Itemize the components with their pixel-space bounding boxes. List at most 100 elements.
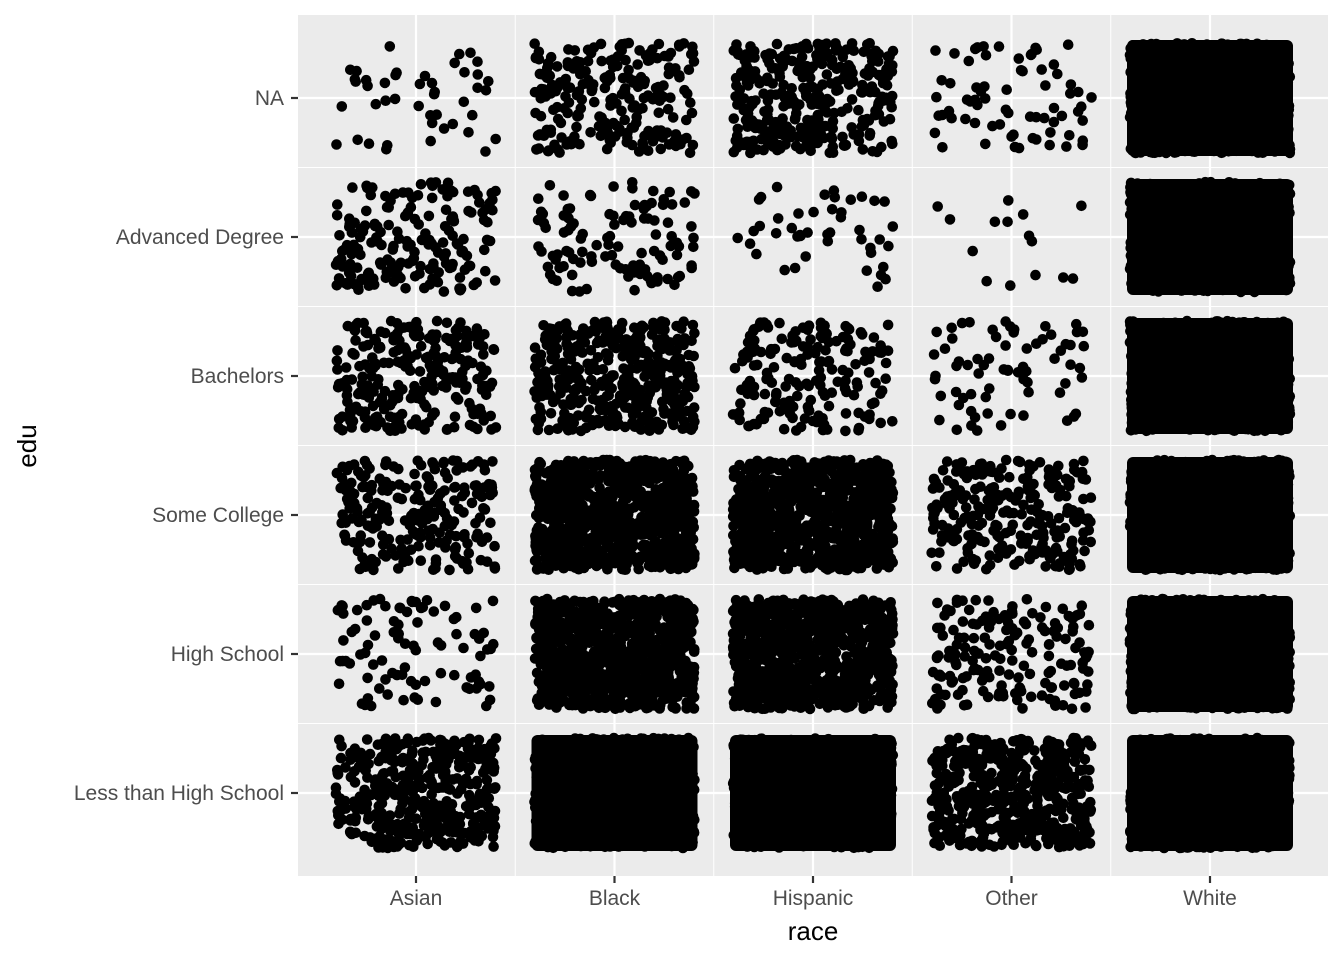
data-point [359,387,370,398]
data-point [650,229,662,240]
data-point [670,702,681,714]
data-point [633,555,645,567]
data-point [341,383,353,395]
data-point [588,814,599,826]
data-point [472,69,484,80]
data-point [374,683,385,694]
data-point [588,42,600,53]
data-point [387,667,398,679]
data-point [664,479,675,491]
data-point [359,830,370,842]
data-point [637,396,649,407]
data-point [424,234,435,246]
data-point [627,541,638,552]
data-point [470,669,482,680]
data-point [577,246,588,258]
data-point [400,210,411,222]
data-point [410,813,422,824]
data-point [561,485,572,497]
data-point [467,357,478,369]
data-point [359,699,371,711]
data-point [394,479,405,490]
data-point [672,680,683,691]
data-points [330,37,1296,854]
data-point [424,800,436,811]
data-point [566,635,578,647]
data-point [360,422,371,434]
data-point [663,51,674,62]
data-point [473,734,485,746]
data-point [371,411,383,423]
data-point [475,650,486,662]
data-point [410,679,422,691]
data-point [339,530,351,541]
data-point [614,667,625,678]
data-point [534,511,545,523]
data-point [393,233,405,244]
data-point [676,736,687,748]
data-point [615,502,626,513]
data-point [336,740,347,752]
data-point [438,286,450,297]
data-point [387,244,399,255]
data-point [414,78,426,90]
data-point [336,472,348,484]
data-point [336,101,348,112]
data-point [359,220,371,231]
data-point [668,785,679,797]
data-point [611,120,623,132]
data-point [545,408,557,419]
data-point [462,186,474,197]
data-point [659,408,670,419]
data-point [362,80,373,92]
data-point [402,733,414,744]
data-point [431,315,443,327]
data-point [605,100,616,111]
data-point [458,642,469,654]
data-point [395,602,406,614]
data-point [629,625,641,637]
data-point [652,542,664,553]
data-point [486,424,497,435]
data-point [486,738,498,749]
data-point [610,643,621,655]
data-point [657,840,668,851]
data-point [540,222,551,234]
data-point [611,747,622,759]
data-point [468,408,479,420]
data-point [487,595,499,607]
data-point [562,57,574,68]
data-point [397,549,409,560]
data-point [679,84,690,96]
data-point [585,80,597,92]
data-point [464,260,476,272]
data-point [665,240,677,252]
data-point [350,335,361,346]
data-point [384,411,396,423]
data-point [648,185,659,197]
data-point [389,93,401,105]
data-point [619,657,631,669]
data-point [544,180,556,191]
data-point [432,829,444,841]
data-point [487,831,499,843]
data-point [570,821,582,832]
data-point [575,663,586,674]
data-point [554,697,566,708]
data-point [532,611,543,623]
data-point [637,458,649,470]
data-point [589,96,600,108]
data-point [542,145,554,157]
data-point [385,315,397,327]
data-point [627,177,638,188]
data-point [603,325,614,337]
data-point [633,773,644,785]
data-point [680,656,691,668]
data-point [489,563,501,574]
data-point [424,532,436,543]
data-point [642,213,654,224]
data-point [426,192,438,204]
data-point [485,517,496,529]
data-point [444,262,456,274]
